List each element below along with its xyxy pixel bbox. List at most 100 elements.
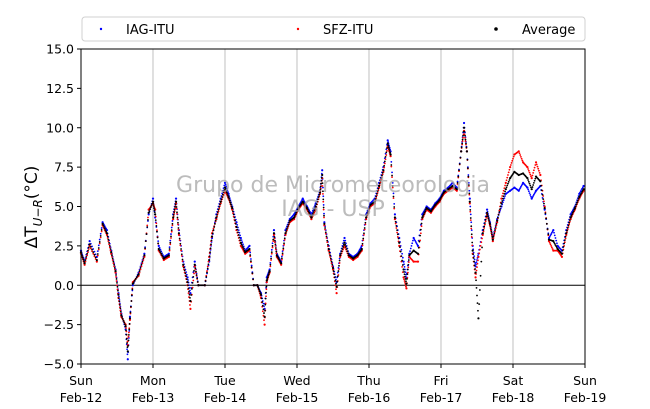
data-point: [527, 180, 530, 183]
data-point: [563, 239, 566, 242]
data-point: [468, 197, 471, 200]
data-point: [231, 208, 234, 211]
data-point: [362, 239, 365, 242]
data-point: [176, 218, 179, 221]
data-point: [105, 233, 109, 236]
data-point: [259, 293, 263, 296]
data-point: [333, 273, 336, 276]
data-point: [476, 266, 478, 269]
data-point: [485, 216, 488, 219]
data-point: [177, 233, 181, 236]
data-point: [228, 197, 231, 200]
data-point: [89, 246, 92, 248]
data-point: [189, 304, 191, 306]
data-point: [130, 294, 133, 297]
data-point: [227, 194, 229, 197]
data-point: [529, 184, 532, 187]
data-point: [156, 229, 158, 232]
data-point: [257, 287, 260, 290]
data-point: [196, 277, 199, 280]
data-point: [322, 193, 324, 195]
data-point: [391, 174, 393, 177]
data-point: [146, 224, 149, 227]
data-point: [335, 285, 338, 288]
data-point: [180, 253, 183, 256]
data-point: [509, 164, 512, 166]
x-tick-day: Thu: [356, 373, 380, 388]
data-point: [159, 251, 162, 254]
data-point: [223, 181, 227, 184]
data-point: [474, 268, 476, 270]
data-point: [532, 195, 535, 197]
data-point: [325, 235, 328, 238]
data-point: [419, 239, 422, 242]
data-point: [85, 257, 88, 260]
data-point: [100, 230, 103, 233]
data-point: [100, 228, 103, 231]
data-point: [154, 215, 157, 218]
data-point: [177, 232, 181, 235]
data-point: [151, 197, 155, 200]
data-point: [174, 197, 178, 200]
data-point: [378, 182, 381, 185]
x-tick-date: Feb-12: [60, 390, 103, 405]
data-point: [269, 265, 272, 268]
data-point: [151, 200, 155, 203]
data-point: [335, 288, 337, 291]
data-point: [110, 251, 113, 254]
data-point: [376, 190, 379, 193]
data-point: [273, 236, 276, 238]
data-point: [136, 274, 139, 277]
data-point: [130, 300, 133, 302]
data-point: [555, 245, 558, 248]
data-point: [318, 193, 321, 196]
data-point: [520, 157, 523, 160]
data-point: [579, 193, 582, 196]
data-point: [115, 278, 118, 280]
data-point: [396, 229, 398, 232]
data-point: [282, 247, 285, 250]
data-point: [381, 172, 384, 174]
data-point: [465, 150, 469, 153]
data-point: [142, 257, 145, 260]
data-point: [571, 213, 573, 216]
data-point: [206, 271, 208, 274]
data-point: [240, 239, 243, 242]
y-tick-label: 15.0: [46, 42, 74, 57]
y-tick-label: 2.5: [54, 238, 74, 253]
data-point: [228, 199, 231, 202]
data-point: [111, 257, 114, 260]
data-point: [338, 264, 340, 267]
data-point: [475, 286, 478, 289]
data-point: [111, 254, 113, 257]
data-point: [403, 265, 406, 268]
data-point: [193, 263, 196, 266]
data-point: [478, 303, 481, 306]
data-point: [175, 207, 178, 210]
data-point: [103, 226, 105, 228]
data-point: [272, 238, 275, 241]
data-point: [323, 212, 325, 215]
data-point: [502, 197, 504, 200]
data-point: [338, 257, 341, 260]
data-point: [113, 268, 116, 271]
data-point: [322, 186, 324, 189]
data-point: [461, 138, 464, 141]
data-point: [115, 274, 117, 276]
data-point: [139, 267, 142, 269]
data-point: [502, 201, 504, 204]
data-point: [502, 192, 504, 195]
data-point: [405, 282, 408, 285]
data-point: [546, 228, 549, 230]
data-point: [503, 187, 506, 190]
x-tick-day: Tue: [213, 373, 236, 388]
data-point: [264, 297, 267, 300]
data-point: [400, 255, 403, 258]
data-point: [404, 275, 406, 278]
data-point: [124, 325, 127, 328]
data-point: [187, 284, 189, 287]
data-point: [500, 202, 503, 205]
y-tick-label: −2.5: [44, 317, 74, 332]
data-point: [405, 287, 408, 290]
data-point: [388, 148, 391, 150]
